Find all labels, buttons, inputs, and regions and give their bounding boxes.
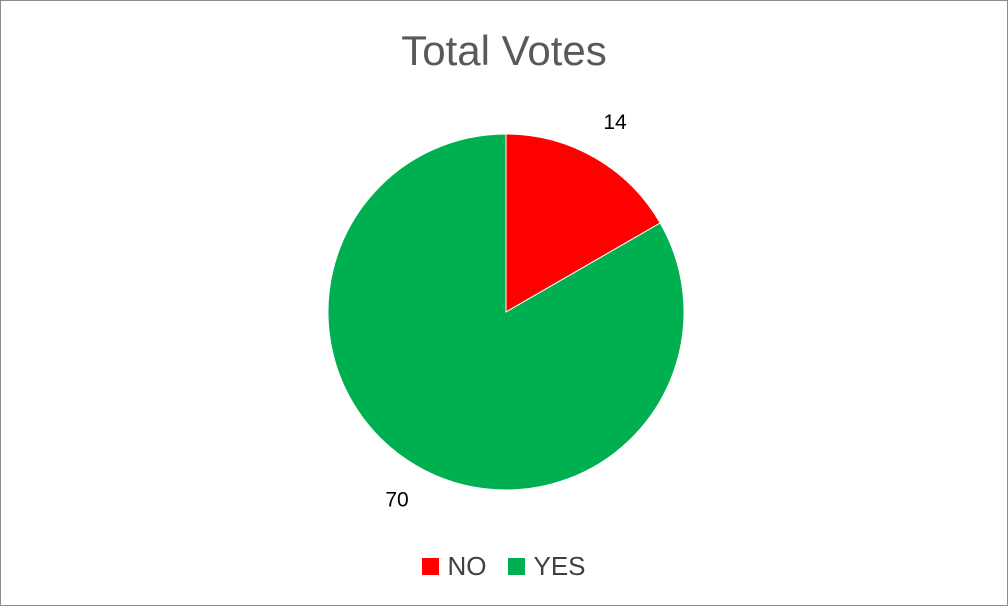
pie-slices [327,133,685,491]
legend-label-no: NO [447,551,487,581]
legend-item-yes: YES [508,551,586,582]
pie-data-labels: 14 70 [385,111,627,512]
pie-slice-no [505,133,661,313]
data-label-yes: 70 [385,488,408,511]
data-label-no: 14 [603,111,627,134]
legend: NO YES [1,551,1007,582]
chart-title: Total Votes [401,27,607,74]
legend-swatch-yes [508,558,526,575]
legend-item-no: NO [422,551,486,582]
pie-slice-yes [327,133,685,491]
legend-swatch-no [422,558,440,575]
legend-label-yes: YES [533,551,586,581]
